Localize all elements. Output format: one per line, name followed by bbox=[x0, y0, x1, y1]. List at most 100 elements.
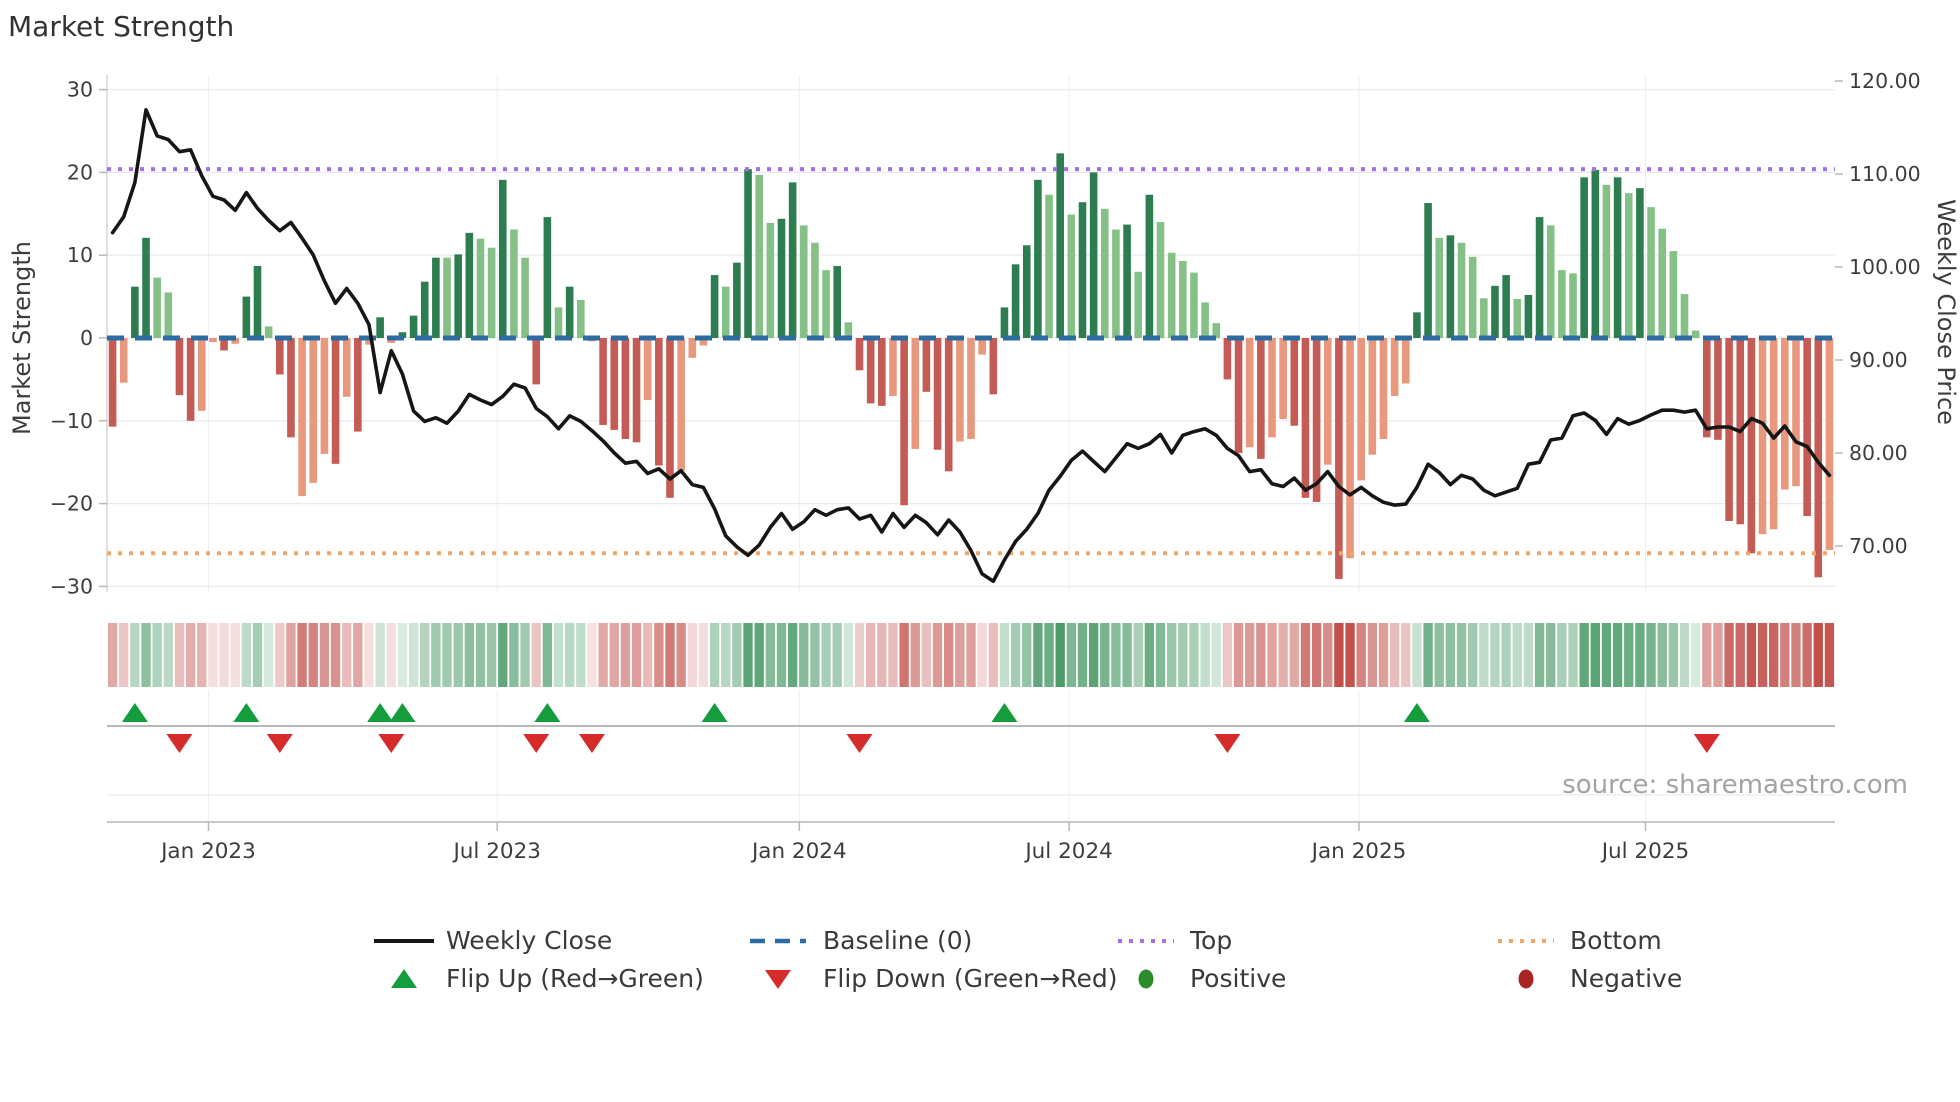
heatmap-cell bbox=[1456, 623, 1467, 687]
flip-down-icon bbox=[266, 734, 293, 753]
heatmap-cell bbox=[910, 623, 920, 687]
heatmap-cell bbox=[966, 623, 976, 687]
heatmap-cell bbox=[1055, 623, 1065, 687]
strength-bar bbox=[231, 338, 240, 344]
strength-bar bbox=[911, 338, 920, 449]
heatmap-cell bbox=[676, 623, 686, 687]
heatmap-cell bbox=[888, 623, 898, 687]
strength-bar bbox=[710, 275, 719, 338]
strength-bar bbox=[1769, 338, 1778, 530]
flip-up-icon bbox=[701, 703, 728, 722]
legend-label: Flip Down (Green→Red) bbox=[823, 964, 1118, 993]
strength-bar bbox=[956, 338, 964, 442]
y-right-tick-label: 110.00 bbox=[1849, 162, 1921, 186]
heatmap-cell bbox=[587, 623, 597, 687]
heatmap-cell bbox=[308, 623, 318, 687]
heatmap-cell bbox=[1624, 623, 1634, 687]
strength-bar bbox=[1602, 184, 1611, 338]
strength-bar bbox=[1413, 312, 1421, 338]
strength-bar bbox=[1078, 202, 1087, 338]
heatmap-cell bbox=[687, 623, 697, 687]
heatmap-cell bbox=[286, 623, 296, 687]
strength-bar bbox=[376, 317, 384, 338]
heatmap-cell bbox=[241, 623, 252, 687]
strength-bar bbox=[476, 238, 485, 338]
legend-flip-down-icon bbox=[765, 970, 791, 989]
heatmap-cell bbox=[197, 623, 207, 687]
strength-bar bbox=[1669, 251, 1678, 338]
heatmap-cell bbox=[386, 623, 396, 687]
heatmap-cell bbox=[1166, 623, 1177, 687]
heatmap-cell bbox=[1757, 623, 1768, 687]
heatmap-cell bbox=[130, 623, 140, 687]
heatmap-cell bbox=[208, 623, 218, 687]
strength-bar bbox=[1480, 298, 1488, 338]
heatmap-cell bbox=[1501, 623, 1511, 687]
heatmap-cell bbox=[1635, 623, 1645, 687]
heatmap-cell bbox=[364, 623, 374, 687]
heatmap-cell bbox=[1211, 623, 1221, 687]
strength-bar bbox=[1569, 273, 1577, 338]
heatmap-cell bbox=[1579, 623, 1589, 687]
strength-bar bbox=[498, 179, 507, 338]
heatmap-cell bbox=[531, 623, 541, 687]
strength-bar bbox=[186, 338, 195, 421]
strength-bar bbox=[889, 338, 897, 396]
flip-up-icon bbox=[991, 703, 1018, 722]
heatmap-cell bbox=[163, 623, 173, 687]
strength-bar bbox=[197, 338, 206, 411]
legend-label: Negative bbox=[1570, 964, 1682, 993]
strength-bar bbox=[1814, 338, 1823, 578]
heatmap-cell bbox=[420, 623, 430, 687]
strength-bar bbox=[409, 315, 418, 338]
heatmap-cell bbox=[185, 623, 196, 687]
strength-bar bbox=[1346, 338, 1354, 559]
heatmap-cell bbox=[542, 623, 553, 687]
heatmap-cell bbox=[1590, 623, 1600, 687]
flip-up-icon bbox=[233, 703, 260, 722]
strength-bar bbox=[521, 257, 529, 338]
y-left-tick-label: −10 bbox=[50, 409, 93, 433]
heatmap-cell bbox=[776, 623, 787, 687]
strength-bar bbox=[1435, 237, 1444, 338]
y-left-tick-label: −20 bbox=[50, 492, 93, 516]
heatmap-cell bbox=[1445, 623, 1456, 687]
strength-bar bbox=[1725, 338, 1733, 521]
heatmap-cell bbox=[319, 623, 330, 687]
y-right-tick-label: 90.00 bbox=[1849, 348, 1908, 372]
heatmap-cell bbox=[1245, 623, 1255, 687]
strength-bar bbox=[978, 338, 986, 355]
heatmap-cell bbox=[1401, 623, 1411, 687]
heatmap-cell bbox=[1746, 623, 1757, 687]
strength-bar bbox=[922, 338, 931, 392]
strength-bar bbox=[276, 338, 284, 375]
heatmap-cell bbox=[944, 623, 954, 687]
heatmap-cell bbox=[1646, 623, 1656, 687]
strength-bar bbox=[833, 265, 842, 338]
heatmap-cell bbox=[832, 623, 842, 687]
heatmap-cell bbox=[1278, 623, 1288, 687]
heatmap-cell bbox=[342, 623, 352, 687]
strength-bar bbox=[1000, 307, 1009, 338]
y-left-axis-title: Market Strength bbox=[8, 241, 36, 435]
strength-bar bbox=[264, 326, 273, 338]
reference-lines bbox=[107, 167, 1835, 556]
strength-bar bbox=[242, 296, 251, 338]
heatmap-cell bbox=[1813, 623, 1823, 687]
weekly-close-path bbox=[110, 108, 1832, 584]
strength-bar bbox=[1390, 338, 1399, 396]
strength-bar bbox=[1702, 338, 1711, 438]
strength-bar bbox=[398, 332, 407, 338]
strength-bar bbox=[1558, 270, 1566, 338]
strength-bar bbox=[320, 338, 329, 454]
strength-bar bbox=[342, 338, 351, 397]
y-left-tick-label: −30 bbox=[50, 574, 93, 598]
heatmap-cell bbox=[152, 623, 162, 687]
heatmap-cell bbox=[631, 623, 642, 687]
strength-bar bbox=[1145, 194, 1154, 338]
heatmap-cell bbox=[787, 623, 798, 687]
strength-bar bbox=[599, 338, 607, 425]
strength-bar bbox=[744, 169, 752, 338]
strength-bar bbox=[1781, 338, 1789, 490]
strength-bars bbox=[108, 153, 1834, 579]
